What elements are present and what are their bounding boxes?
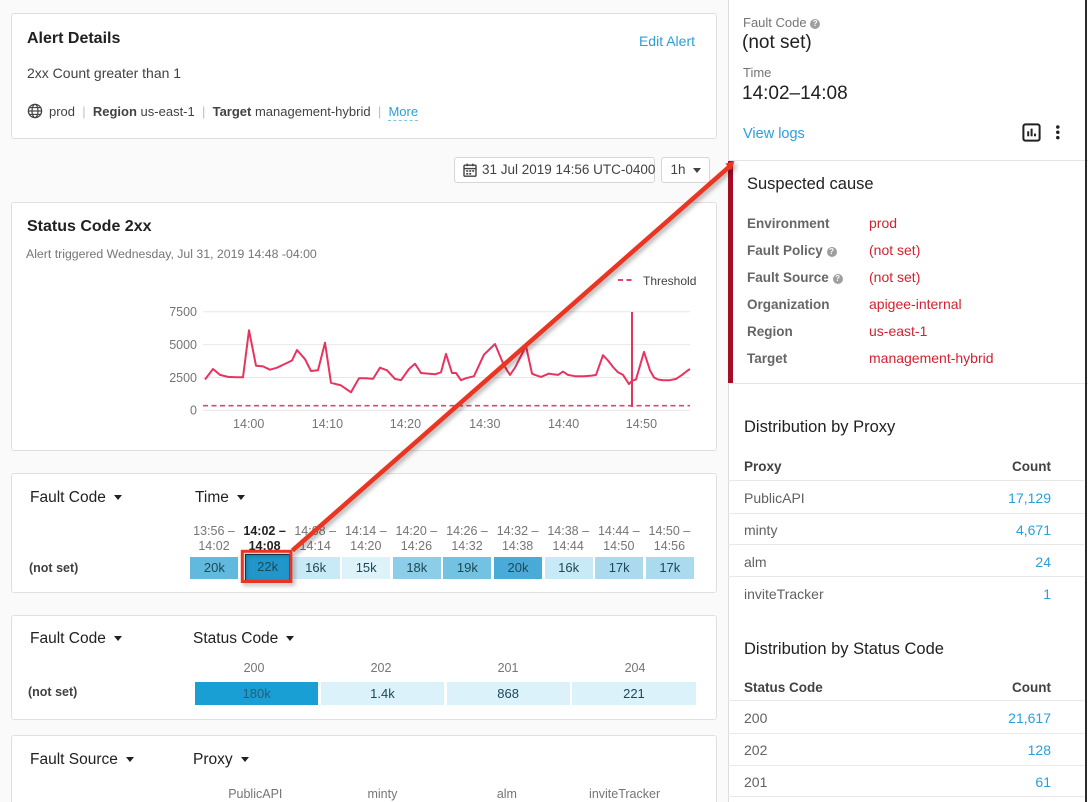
svg-text:7500: 7500 [169,305,197,319]
svg-text:14:30: 14:30 [469,417,500,431]
svg-text:14:10: 14:10 [312,417,343,431]
svg-text:0: 0 [190,404,197,418]
svg-text:14:00: 14:00 [233,417,264,431]
svg-text:Threshold: Threshold [643,274,696,288]
svg-text:2500: 2500 [169,371,197,385]
svg-text:14:20: 14:20 [390,417,421,431]
svg-text:14:50: 14:50 [626,417,657,431]
svg-text:14:40: 14:40 [548,417,579,431]
svg-text:5000: 5000 [169,338,197,352]
